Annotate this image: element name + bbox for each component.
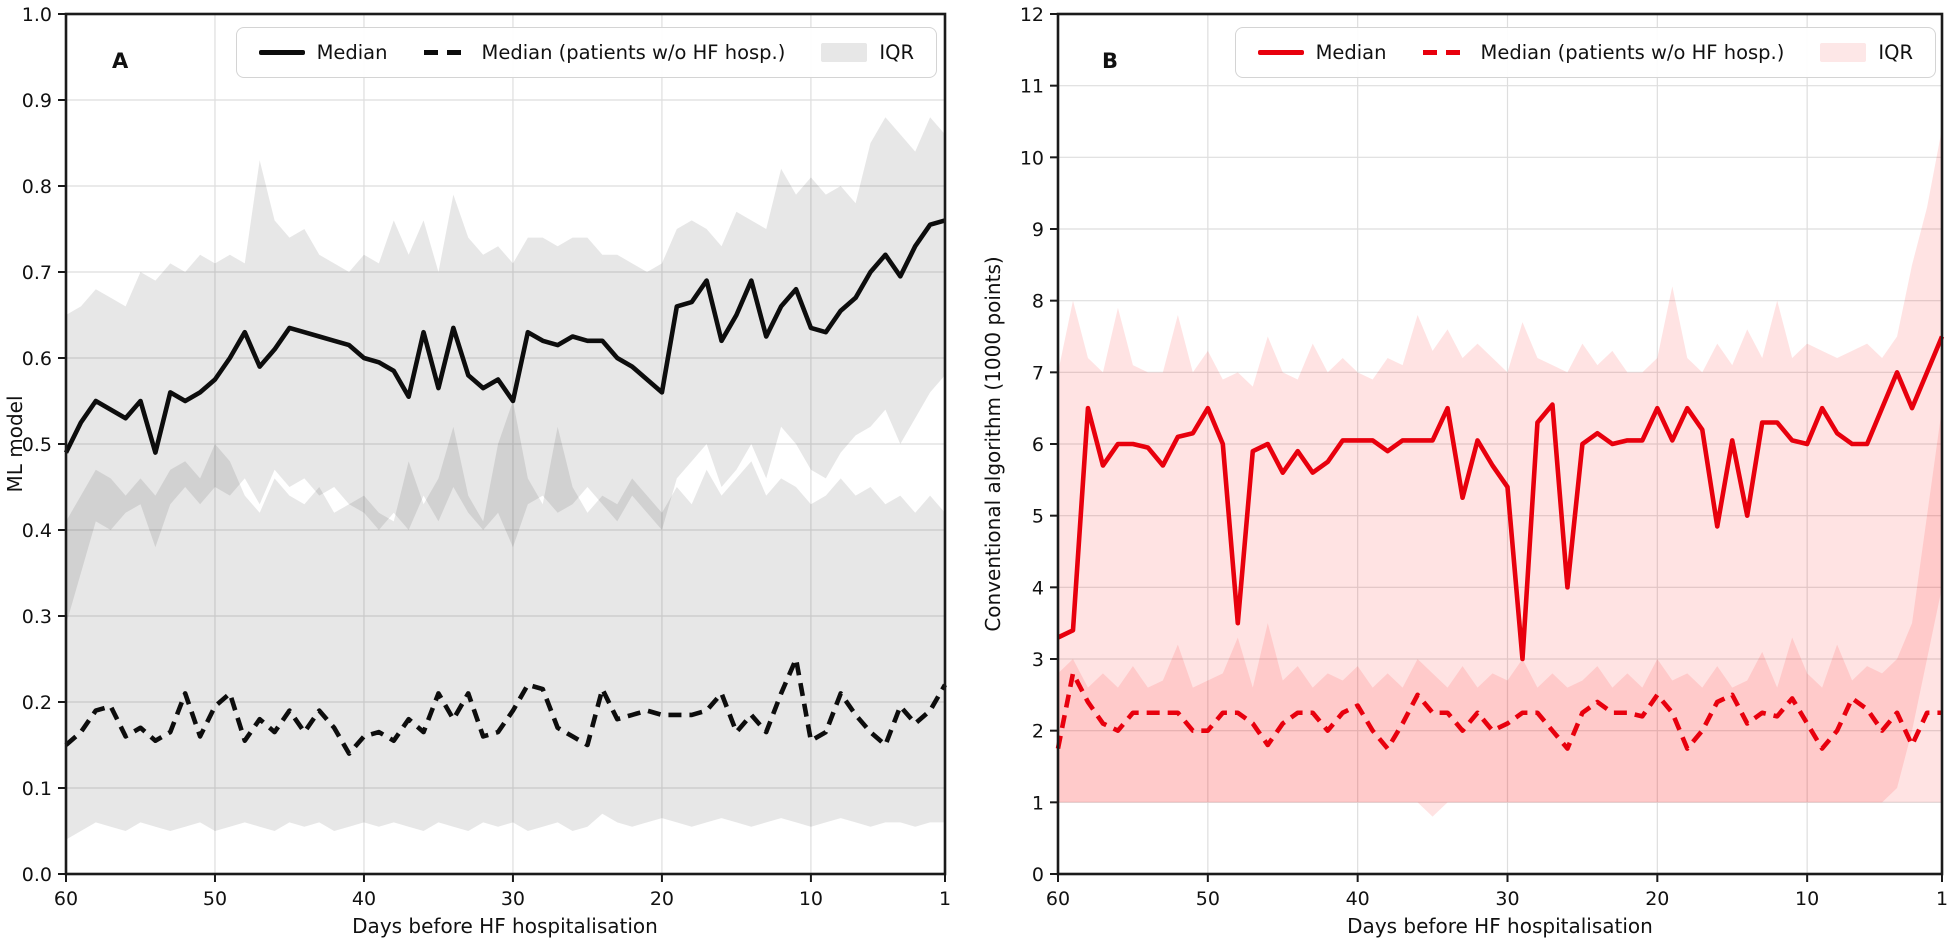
y-tick-label: 0.7 — [22, 262, 52, 284]
y-tick-label: 0.3 — [22, 606, 52, 628]
x-tick-label: 40 — [352, 888, 376, 910]
legend-iqr-swatch — [1820, 43, 1867, 62]
legend-label: Median — [316, 41, 388, 64]
y-tick-label: 2 — [1032, 721, 1044, 743]
x-tick-label: 1 — [939, 888, 951, 910]
y-tick-label: 3 — [1032, 649, 1044, 671]
legend-label: Median — [1315, 41, 1387, 64]
x-tick-label: 50 — [203, 888, 227, 910]
y-tick-label: 6 — [1032, 434, 1044, 456]
x-axis-label-b: Days before HF hospitalisation — [1347, 914, 1653, 938]
median-no-hosp-line — [1055, 671, 1942, 751]
chart-a-layers: 60 50 40 30 20 10 1 0.0 0.1 0.2 0.3 0.4 0.5 0.6 0.7 0.8… — [22, 4, 951, 910]
y-tick-label: 0.6 — [22, 348, 52, 370]
legend-label: Median (patients w/o HF hosp.) — [481, 41, 786, 64]
y-tick-label: 5 — [1032, 506, 1044, 528]
legend-solid-line-swatch — [258, 50, 305, 55]
panel-letter-b: B — [1102, 49, 1118, 73]
median-line — [63, 218, 946, 455]
y-tick-label: 12 — [1020, 4, 1044, 26]
y-tick-label: 0.5 — [22, 434, 52, 456]
legend-solid-line-swatch — [1257, 50, 1304, 55]
x-tick-label: 10 — [799, 888, 823, 910]
panel-b: 60 50 40 30 20 10 1 0 1 2 3 4 5 6 7 8 9 10 11 12 B Days bef… — [974, 0, 1948, 947]
legend-dashed-line-swatch — [1422, 50, 1469, 55]
y-tick-label: 0.8 — [22, 176, 52, 198]
x-tick-label: 40 — [1346, 888, 1370, 910]
legend-item: Median (patients w/o HF hosp.) — [423, 41, 786, 64]
panel-a: 60 50 40 30 20 10 1 0.0 0.1 0.2 0.3 0.4 0.5 0.6 0.7 0.8… — [3, 4, 951, 938]
y-axis-label-b: Conventional algorithm (1000 points) — [981, 256, 1005, 631]
median-no-hosp-line — [64, 656, 947, 756]
x-axis-label-a: Days before HF hospitalisation — [352, 914, 658, 938]
y-tick-label: 9 — [1032, 219, 1044, 241]
x-tick-label: 1 — [1936, 888, 1948, 910]
median-line — [1057, 335, 1945, 662]
iqr-band-no-hosp — [66, 401, 945, 840]
y-tick-label: 11 — [1020, 76, 1044, 98]
legend-item: Median — [1257, 41, 1387, 64]
legend-iqr-swatch — [821, 43, 868, 62]
legend-item: Median (patients w/o HF hosp.) — [1422, 41, 1785, 64]
x-tick-label: 20 — [1645, 888, 1669, 910]
legend-b: Median Median (patients w/o HF hosp.) IQR — [1234, 27, 1936, 78]
y-tick-label: 0.9 — [22, 90, 52, 112]
legend-label: IQR — [879, 41, 914, 64]
chart-a: 60 50 40 30 20 10 1 0.0 0.1 0.2 0.3 0.4 0.5 0.6 0.7 0.8… — [3, 4, 951, 938]
legend-item: IQR — [1820, 41, 1913, 64]
legend-a: Median Median (patients w/o HF hosp.) IQR — [235, 27, 937, 78]
x-tick-label: 30 — [501, 888, 525, 910]
y-tick-label: 1 — [1032, 792, 1044, 814]
x-tick-label: 20 — [650, 888, 674, 910]
x-tick-label: 30 — [1495, 888, 1519, 910]
legend-label: IQR — [1878, 41, 1913, 64]
y-tick-label: 0 — [1032, 864, 1044, 886]
x-tick-label: 50 — [1196, 888, 1220, 910]
legend-label: Median (patients w/o HF hosp.) — [1480, 41, 1785, 64]
y-tick-label: 0.1 — [22, 778, 52, 800]
y-axis-label-a: ML model — [3, 395, 27, 492]
x-tick-label: 60 — [1046, 888, 1070, 910]
iqr-band-median — [66, 117, 945, 625]
y-tick-label: 0.2 — [22, 692, 52, 714]
y-tick-label: 1.0 — [22, 4, 52, 26]
y-tick-label: 7 — [1032, 362, 1044, 384]
panel-letter-a: A — [112, 49, 129, 73]
y-tick-label: 8 — [1032, 291, 1044, 313]
y-tick-label: 0.0 — [22, 864, 52, 886]
y-tick-label: 4 — [1032, 577, 1044, 599]
iqr-band-no-hosp — [1058, 408, 1942, 803]
y-tick-label: 10 — [1020, 147, 1044, 169]
y-tick-label: 0.4 — [22, 520, 52, 542]
x-tick-label: 10 — [1795, 888, 1819, 910]
legend-item: Median — [258, 41, 388, 64]
x-tick-label: 60 — [54, 888, 78, 910]
legend-dashed-line-swatch — [423, 50, 470, 55]
legend-item: IQR — [821, 41, 914, 64]
